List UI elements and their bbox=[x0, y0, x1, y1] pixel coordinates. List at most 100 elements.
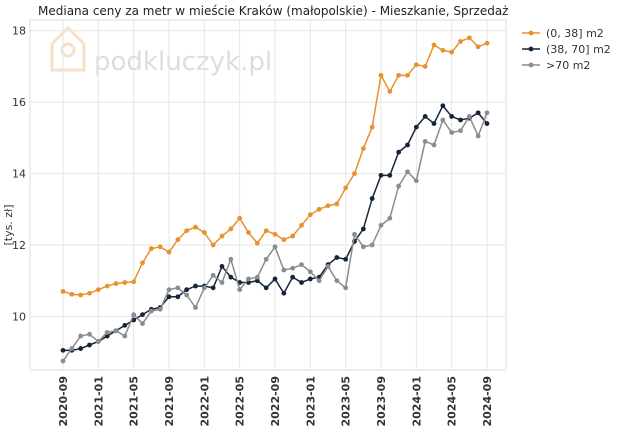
data-point bbox=[219, 264, 225, 269]
data-point bbox=[201, 285, 207, 291]
data-point bbox=[413, 62, 419, 68]
data-point bbox=[228, 256, 234, 262]
x-tick-label: 2022-05 bbox=[234, 376, 247, 427]
data-point bbox=[263, 256, 269, 262]
data-point bbox=[369, 196, 375, 201]
chart-title: Mediana ceny za metr w mieście Kraków (m… bbox=[38, 4, 508, 18]
data-point bbox=[316, 206, 322, 212]
data-point bbox=[95, 287, 101, 293]
legend-marker bbox=[528, 62, 534, 68]
data-point bbox=[405, 169, 410, 175]
data-point bbox=[325, 203, 331, 209]
data-point bbox=[219, 280, 225, 285]
data-point bbox=[334, 255, 340, 260]
data-point bbox=[166, 249, 172, 255]
data-point bbox=[87, 342, 92, 348]
data-point bbox=[60, 358, 66, 364]
data-point bbox=[210, 285, 216, 291]
data-point bbox=[413, 124, 419, 130]
data-point bbox=[166, 294, 172, 300]
data-point bbox=[69, 291, 75, 297]
data-point bbox=[148, 246, 154, 251]
x-tick-label: 2023-01 bbox=[304, 376, 317, 427]
data-point bbox=[484, 121, 490, 126]
data-point bbox=[131, 312, 137, 318]
data-point bbox=[113, 281, 119, 286]
data-point bbox=[378, 72, 384, 78]
data-point bbox=[396, 183, 402, 189]
data-point bbox=[281, 267, 287, 273]
data-point bbox=[228, 226, 234, 232]
data-point bbox=[307, 212, 313, 218]
data-point bbox=[387, 89, 393, 94]
data-point bbox=[210, 242, 216, 248]
data-point bbox=[184, 292, 190, 298]
data-point bbox=[254, 240, 260, 246]
data-point bbox=[272, 231, 278, 237]
data-point bbox=[148, 308, 154, 314]
data-point bbox=[166, 287, 172, 293]
data-point bbox=[360, 226, 366, 232]
legend-label: (0, 38] m2 bbox=[546, 27, 604, 40]
data-point bbox=[272, 276, 278, 282]
watermark-text: podkluczyk.pl bbox=[94, 47, 272, 77]
data-point bbox=[299, 280, 304, 285]
data-point bbox=[131, 279, 137, 285]
data-point bbox=[210, 272, 216, 278]
data-point bbox=[237, 287, 243, 293]
data-point bbox=[184, 287, 190, 293]
x-tick-label: 2024-05 bbox=[446, 376, 459, 427]
legend-marker bbox=[528, 30, 534, 36]
legend-label: (38, 70] m2 bbox=[546, 43, 611, 56]
data-point bbox=[281, 290, 287, 296]
y-tick-label: 16 bbox=[12, 96, 26, 109]
data-point bbox=[458, 128, 463, 134]
data-point bbox=[184, 228, 190, 234]
x-tick-label: 2024-09 bbox=[481, 376, 494, 427]
data-point bbox=[175, 285, 181, 291]
data-point bbox=[405, 142, 410, 148]
data-point bbox=[237, 215, 243, 221]
data-point bbox=[246, 276, 251, 282]
y-tick-label: 18 bbox=[12, 25, 26, 38]
data-point bbox=[440, 47, 446, 53]
data-point bbox=[360, 244, 366, 250]
data-point bbox=[440, 117, 446, 123]
legend-label: >70 m2 bbox=[546, 59, 590, 72]
data-point bbox=[466, 35, 472, 41]
data-point bbox=[396, 72, 402, 78]
data-point bbox=[387, 215, 393, 221]
data-point bbox=[113, 328, 119, 334]
data-point bbox=[69, 346, 75, 351]
data-point bbox=[87, 290, 92, 296]
data-point bbox=[263, 285, 269, 291]
x-tick-label: 2024-01 bbox=[410, 376, 423, 427]
data-point bbox=[449, 49, 455, 55]
x-tick-label: 2021-01 bbox=[92, 376, 105, 427]
data-point bbox=[140, 321, 145, 326]
data-point bbox=[343, 285, 349, 291]
legend-marker bbox=[528, 46, 534, 52]
data-point bbox=[396, 149, 402, 155]
data-point bbox=[254, 278, 260, 284]
data-point bbox=[431, 142, 437, 148]
data-point bbox=[140, 312, 145, 318]
data-point bbox=[475, 133, 481, 139]
data-point bbox=[175, 237, 181, 243]
plot-area bbox=[29, 19, 507, 371]
data-point bbox=[431, 42, 437, 48]
data-point bbox=[334, 201, 340, 207]
data-point bbox=[219, 233, 225, 239]
data-point bbox=[405, 72, 410, 78]
data-point bbox=[449, 114, 455, 119]
data-point bbox=[307, 276, 313, 282]
data-point bbox=[352, 171, 357, 176]
data-point bbox=[484, 110, 490, 116]
data-point bbox=[413, 178, 419, 184]
data-point bbox=[449, 130, 455, 135]
x-tick-label: 2021-05 bbox=[128, 376, 141, 427]
data-point bbox=[122, 322, 128, 328]
data-point bbox=[157, 244, 163, 250]
data-point bbox=[95, 339, 101, 344]
data-point bbox=[193, 224, 198, 230]
